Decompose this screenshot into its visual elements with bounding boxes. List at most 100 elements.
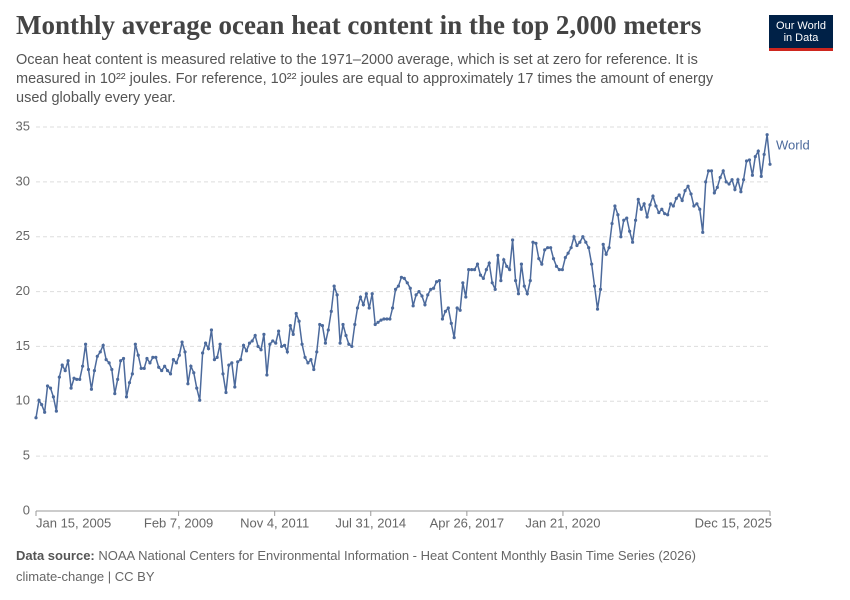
data-point xyxy=(206,347,211,351)
data-point xyxy=(323,341,328,345)
data-point xyxy=(218,342,222,346)
data-point xyxy=(753,155,757,159)
data-point xyxy=(247,341,252,345)
data-point xyxy=(666,213,670,217)
data-point xyxy=(414,293,418,297)
data-point xyxy=(554,264,559,268)
data-point xyxy=(455,306,459,310)
data-point xyxy=(762,152,766,157)
data-point xyxy=(127,381,132,385)
data-point xyxy=(201,351,205,355)
data-point xyxy=(315,350,319,354)
data-point xyxy=(227,363,231,367)
data-point xyxy=(157,365,161,369)
data-point xyxy=(689,192,693,196)
data-point xyxy=(277,329,281,333)
data-point xyxy=(244,349,249,353)
data-point xyxy=(516,292,521,296)
data-point xyxy=(86,367,91,372)
y-tick-label: 0 xyxy=(23,502,30,517)
data-point xyxy=(54,409,58,413)
data-point xyxy=(519,262,524,266)
data-point xyxy=(499,279,503,283)
data-point xyxy=(98,350,102,354)
data-point xyxy=(376,320,380,324)
data-point xyxy=(34,416,38,420)
data-point xyxy=(437,279,442,283)
data-point xyxy=(472,268,477,272)
data-point xyxy=(107,361,111,365)
data-point xyxy=(168,372,173,376)
data-point xyxy=(180,340,184,344)
data-point xyxy=(487,261,491,265)
data-point xyxy=(622,218,626,222)
data-point xyxy=(303,355,307,359)
data-point xyxy=(367,306,371,310)
x-tick-label: Apr 26, 2017 xyxy=(430,515,504,530)
data-point xyxy=(478,273,483,277)
data-point xyxy=(45,384,50,388)
data-point xyxy=(347,342,351,346)
source: NOAA National Centers for Environmental … xyxy=(98,548,696,563)
data-point xyxy=(312,367,316,372)
data-point xyxy=(590,262,594,266)
data-point xyxy=(557,268,561,272)
data-point xyxy=(256,344,260,349)
y-tick-label: 10 xyxy=(16,393,30,408)
data-point xyxy=(329,309,333,313)
data-point xyxy=(423,303,427,307)
data-point xyxy=(598,287,603,291)
data-point xyxy=(239,357,243,362)
data-point xyxy=(110,367,114,372)
data-point xyxy=(704,180,708,184)
data-point xyxy=(531,240,535,244)
chart-title: Monthly average ocean heat content in th… xyxy=(16,10,702,40)
data-point xyxy=(148,361,152,365)
data-point xyxy=(309,357,313,362)
data-point xyxy=(361,303,365,307)
x-tick-label: Jan 21, 2020 xyxy=(525,515,600,530)
data-point xyxy=(628,229,632,233)
data-point xyxy=(230,361,234,365)
data-point xyxy=(43,410,47,414)
logo[interactable]: Our World in Data xyxy=(769,15,833,51)
data-point xyxy=(318,322,322,327)
data-point xyxy=(382,317,386,321)
data-point xyxy=(388,317,392,321)
data-point xyxy=(481,276,485,281)
data-point xyxy=(467,268,471,272)
data-point xyxy=(177,353,181,357)
data-point xyxy=(160,368,164,373)
data-point xyxy=(747,158,752,162)
data-point xyxy=(335,293,339,297)
data-point xyxy=(759,174,763,178)
data-point xyxy=(250,339,254,343)
data-point xyxy=(601,242,605,246)
data-point xyxy=(145,356,149,361)
data-point xyxy=(639,207,643,211)
data-point xyxy=(344,333,348,338)
data-point xyxy=(66,359,70,363)
data-point xyxy=(595,307,600,311)
data-point xyxy=(543,248,547,252)
data-point xyxy=(432,286,436,290)
data-point xyxy=(139,366,143,370)
data-point xyxy=(642,202,646,206)
data-point xyxy=(48,386,53,390)
data-point xyxy=(282,343,287,347)
data-point xyxy=(522,284,526,288)
data-point xyxy=(613,204,617,208)
data-point xyxy=(262,332,266,336)
data-point xyxy=(434,280,439,284)
data-point xyxy=(741,178,746,182)
data-point xyxy=(464,295,468,299)
data-point xyxy=(677,193,681,197)
data-point xyxy=(320,323,325,328)
data-point xyxy=(513,279,518,283)
data-point xyxy=(390,306,395,310)
data-point xyxy=(701,230,705,234)
data-point xyxy=(259,348,263,352)
data-point xyxy=(124,395,129,399)
data-point xyxy=(393,287,398,291)
source-line: Data source: NOAA National Centers for E… xyxy=(16,548,696,563)
